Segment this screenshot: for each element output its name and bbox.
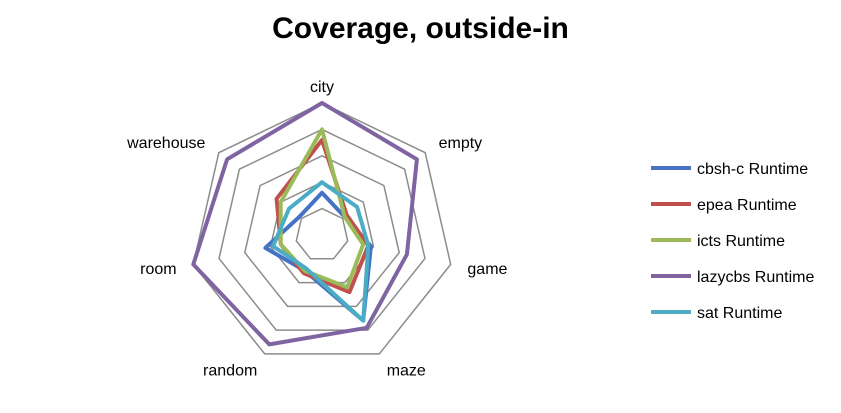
axis-label-game: game (467, 261, 507, 278)
grid-ring (295, 207, 349, 260)
grid-ring (243, 154, 401, 308)
axis-label-random: random (203, 362, 257, 379)
legend-label-4: lazycbs Runtime (697, 269, 814, 286)
series-line-4 (191, 101, 419, 347)
series-line-3 (278, 127, 366, 290)
axis-label-maze: maze (387, 362, 426, 379)
legend: cbsh-c Runtime epea Runtime icts Runtime la… (651, 161, 814, 322)
legend-label-2: epea Runtime (697, 197, 797, 214)
legend-label-3: icts Runtime (697, 233, 785, 250)
axis-labels: city empty game maze random room warehouse (126, 79, 507, 380)
series-layer (191, 101, 419, 347)
series-line-5 (271, 180, 371, 323)
series-line-2 (274, 138, 371, 295)
axis-label-city: city (310, 79, 334, 96)
chart-title: Coverage, outside-in (272, 12, 569, 45)
axis-label-warehouse: warehouse (126, 135, 205, 152)
grid-ring (192, 102, 452, 355)
grid-ring (218, 128, 426, 331)
legend-label-5: sat Runtime (697, 305, 782, 322)
legend-label-1: cbsh-c Runtime (697, 161, 808, 178)
axis-label-room: room (140, 261, 176, 278)
axis-label-empty: empty (439, 135, 483, 152)
